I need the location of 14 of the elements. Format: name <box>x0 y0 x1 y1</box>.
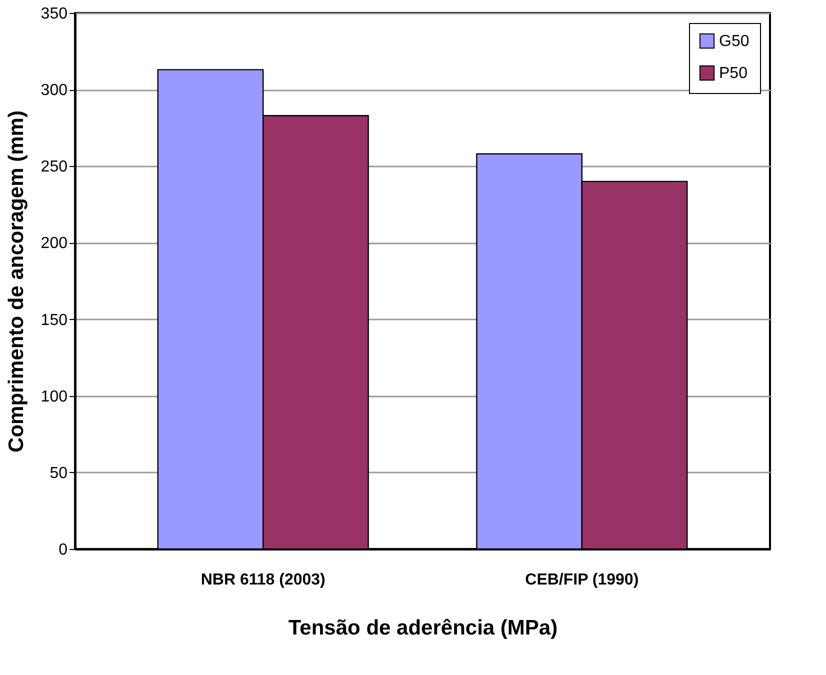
x-tick-label: NBR 6118 (2003) <box>200 572 326 588</box>
y-tick-label: 50 <box>50 464 68 482</box>
y-tick-label: 0 <box>58 542 68 558</box>
y-tick-label: 200 <box>40 235 68 252</box>
y-tick-label: 150 <box>40 312 68 329</box>
x-axis-title: Tensão de aderência (MPa) <box>288 616 558 640</box>
y-tick-label: 250 <box>40 158 68 176</box>
y-tick-label: 300 <box>40 82 68 100</box>
y-tick-label: 100 <box>40 388 68 406</box>
legend-label: G50 <box>719 33 750 50</box>
y-axis-title: Comprimento de ancoragem (mm) <box>4 110 28 452</box>
x-tick-label: CEB/FIP (1990) <box>525 572 639 588</box>
legend-label: P50 <box>719 65 748 82</box>
y-tick-label: 350 <box>40 6 68 22</box>
